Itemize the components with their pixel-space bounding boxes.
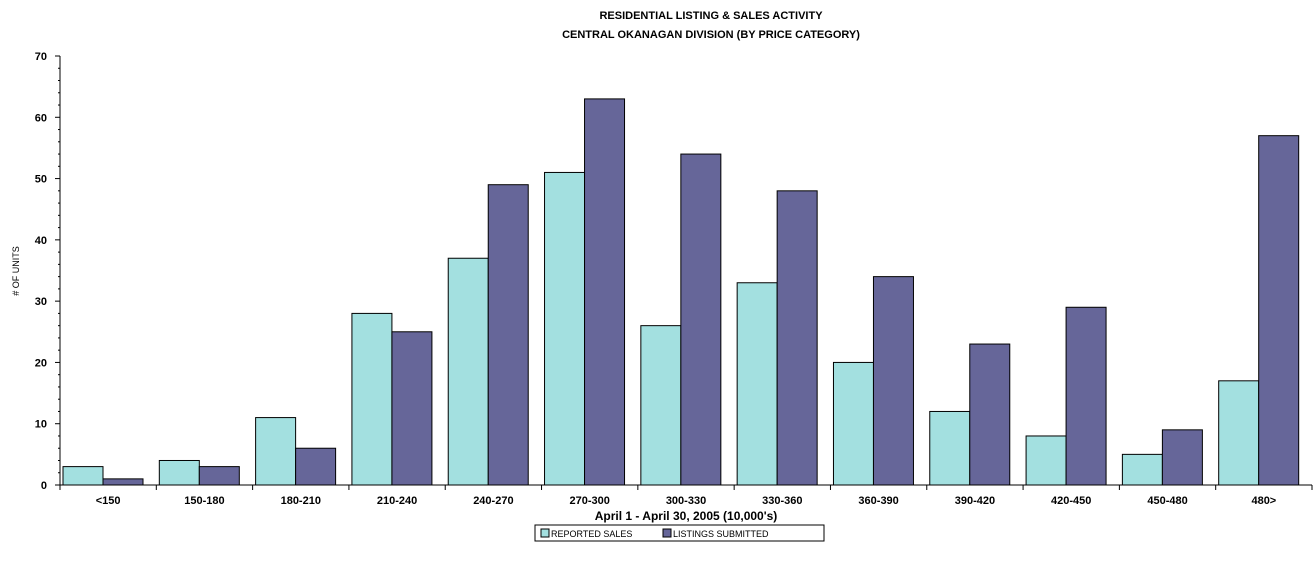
bar-listings-submitted-3: [391, 331, 433, 486]
chart-subtitle: CENTRAL OKANAGAN DIVISION (BY PRICE CATE…: [562, 29, 860, 41]
legend-swatch-reported-sales: [540, 528, 550, 538]
bar-reported-sales-12: [1218, 380, 1260, 486]
bar-listings-submitted-10: [1065, 306, 1107, 486]
bar-reported-sales-5: [544, 171, 586, 486]
bar-reported-sales-4: [447, 257, 489, 486]
legend: REPORTED SALES LISTINGS SUBMITTED: [534, 524, 825, 542]
bar-listings-submitted-5: [584, 98, 626, 486]
bar-listings-submitted-6: [680, 153, 722, 486]
y-tick-label: 70: [35, 51, 47, 63]
x-tick-label: 330-360: [762, 495, 802, 507]
bar-listings-submitted-4: [487, 184, 529, 486]
bar-reported-sales-10: [1025, 435, 1067, 486]
x-axis-label: April 1 - April 30, 2005 (10,000's): [595, 509, 778, 523]
plot-area: [62, 98, 1300, 486]
x-tick-label: 390-420: [955, 495, 995, 507]
bar-reported-sales-2: [255, 417, 297, 486]
y-tick-label: 40: [35, 235, 47, 247]
x-tick-label: 270-300: [570, 495, 610, 507]
bar-reported-sales-11: [1121, 453, 1163, 486]
y-tick-label: 60: [35, 112, 47, 124]
y-tick-label: 30: [35, 296, 47, 308]
bar-listings-submitted-9: [969, 343, 1011, 486]
bar-reported-sales-6: [640, 325, 682, 486]
x-tick-label: <150: [96, 495, 121, 507]
y-axis-label: # OF UNITS: [11, 246, 21, 296]
bar-reported-sales-0: [62, 466, 104, 486]
bar-listings-submitted-12: [1258, 135, 1300, 486]
y-tick-label: 50: [35, 174, 47, 186]
x-tick-label: 360-390: [858, 495, 898, 507]
legend-label-reported-sales: REPORTED SALES: [551, 529, 632, 539]
bar-reported-sales-8: [832, 361, 874, 486]
y-axis: 0 10 20 30 40 50 60 70: [35, 51, 61, 492]
x-tick-label: 150-180: [184, 495, 224, 507]
bar-listings-submitted-8: [872, 276, 914, 486]
legend-label-listings-submitted: LISTINGS SUBMITTED: [673, 529, 769, 539]
bar-listings-submitted-7: [776, 190, 818, 486]
bar-listings-submitted-11: [1161, 429, 1203, 486]
legend-swatch-listings-submitted: [662, 528, 672, 538]
y-tick-label: 0: [41, 480, 47, 492]
y-tick-label: 10: [35, 419, 47, 431]
x-tick-label: 240-270: [473, 495, 513, 507]
bar-reported-sales-7: [736, 282, 778, 486]
bar-reported-sales-3: [351, 312, 393, 486]
x-tick-label: 180-210: [281, 495, 321, 507]
bar-listings-submitted-1: [198, 466, 240, 486]
x-axis: <150 150-180 180-210 210-240 240-270 270-300 3…: [59, 484, 1313, 507]
x-tick-label: 300-330: [666, 495, 706, 507]
bar-reported-sales-1: [158, 459, 200, 486]
chart-title: RESIDENTIAL LISTING & SALES ACTIVITY: [599, 10, 823, 22]
x-tick-label: 210-240: [377, 495, 417, 507]
x-tick-label: 420-450: [1051, 495, 1091, 507]
x-tick-label: 450-480: [1147, 495, 1187, 507]
y-tick-label: 20: [35, 357, 47, 369]
legend-box: [534, 524, 825, 542]
x-tick-label: 480>: [1251, 495, 1276, 507]
bar-reported-sales-9: [929, 410, 971, 486]
bar-listings-submitted-2: [295, 447, 337, 486]
bar-listings-submitted-0: [102, 478, 144, 486]
